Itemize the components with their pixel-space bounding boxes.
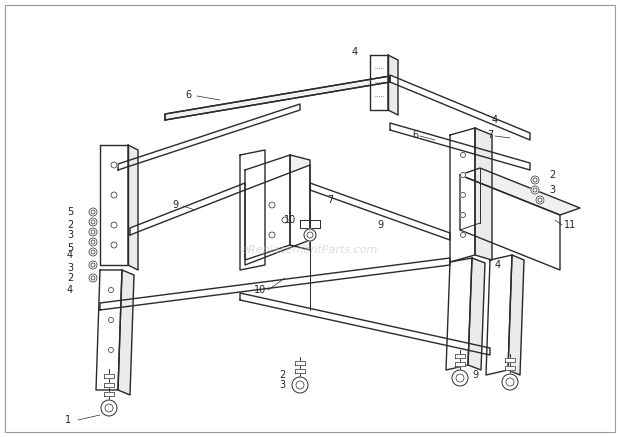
Circle shape [89,261,97,269]
Circle shape [282,217,288,223]
Polygon shape [508,255,524,375]
Text: 2: 2 [549,170,555,180]
Polygon shape [100,258,450,310]
Circle shape [269,202,275,208]
Polygon shape [468,258,485,370]
Circle shape [461,212,466,218]
Polygon shape [300,220,320,228]
Circle shape [111,192,117,198]
Text: 9: 9 [377,220,383,230]
Circle shape [292,377,308,393]
Polygon shape [446,258,472,370]
Polygon shape [450,128,475,262]
Circle shape [502,374,518,390]
Polygon shape [245,155,290,260]
Polygon shape [505,358,515,362]
Polygon shape [290,155,310,250]
Circle shape [536,196,544,204]
Polygon shape [295,361,305,365]
Circle shape [101,400,117,416]
Text: 9: 9 [472,370,478,380]
Text: 10: 10 [254,285,266,295]
Circle shape [108,318,113,323]
Circle shape [89,228,97,236]
Polygon shape [165,76,390,120]
Polygon shape [460,168,580,215]
Text: 1: 1 [65,415,71,425]
Text: 3: 3 [67,230,73,240]
Polygon shape [310,183,450,240]
Text: 4: 4 [67,250,73,260]
Polygon shape [128,145,138,270]
Text: 7: 7 [487,130,493,140]
Text: 7: 7 [327,195,333,205]
Circle shape [108,347,113,353]
Circle shape [89,274,97,282]
Text: 5: 5 [67,207,73,217]
Text: 2: 2 [67,220,73,230]
Text: 3: 3 [549,185,555,195]
Circle shape [461,232,466,237]
Text: 5: 5 [67,243,73,253]
Circle shape [304,229,316,241]
Circle shape [269,232,275,238]
Text: 4: 4 [492,115,498,125]
Polygon shape [240,150,265,270]
Text: 9: 9 [172,200,178,210]
Polygon shape [130,183,245,235]
Polygon shape [96,270,122,390]
Text: 10: 10 [284,215,296,225]
Polygon shape [388,55,398,115]
Polygon shape [505,366,515,370]
Polygon shape [486,255,512,375]
Text: 4: 4 [67,285,73,295]
Text: 2: 2 [67,273,73,283]
Polygon shape [100,145,128,265]
Polygon shape [118,270,134,395]
Circle shape [111,242,117,248]
Polygon shape [460,175,560,270]
Polygon shape [455,362,465,366]
Polygon shape [390,75,530,140]
Circle shape [89,208,97,216]
Polygon shape [370,55,388,110]
Text: 4: 4 [495,260,501,270]
Polygon shape [165,76,390,120]
Text: 6: 6 [412,130,418,140]
Circle shape [111,162,117,168]
Circle shape [452,370,468,386]
Circle shape [89,238,97,246]
Circle shape [461,153,466,157]
Text: 2: 2 [279,370,285,380]
Polygon shape [118,104,300,170]
Polygon shape [455,354,465,358]
Circle shape [461,193,466,198]
Text: 4: 4 [352,47,358,57]
Polygon shape [390,123,530,170]
Polygon shape [104,392,114,396]
Circle shape [108,288,113,292]
Circle shape [89,248,97,256]
Polygon shape [295,369,305,373]
Polygon shape [475,128,492,260]
Text: 6: 6 [185,90,191,100]
Circle shape [531,186,539,194]
Circle shape [111,222,117,228]
Text: 3: 3 [279,380,285,390]
Text: eReplacementParts.com: eReplacementParts.com [242,245,378,255]
Text: 3: 3 [67,263,73,273]
Circle shape [89,218,97,226]
Polygon shape [104,374,114,378]
Polygon shape [104,383,114,387]
Circle shape [531,176,539,184]
Polygon shape [240,293,490,355]
Circle shape [461,173,466,177]
Polygon shape [245,165,310,265]
Text: 11: 11 [564,220,576,230]
